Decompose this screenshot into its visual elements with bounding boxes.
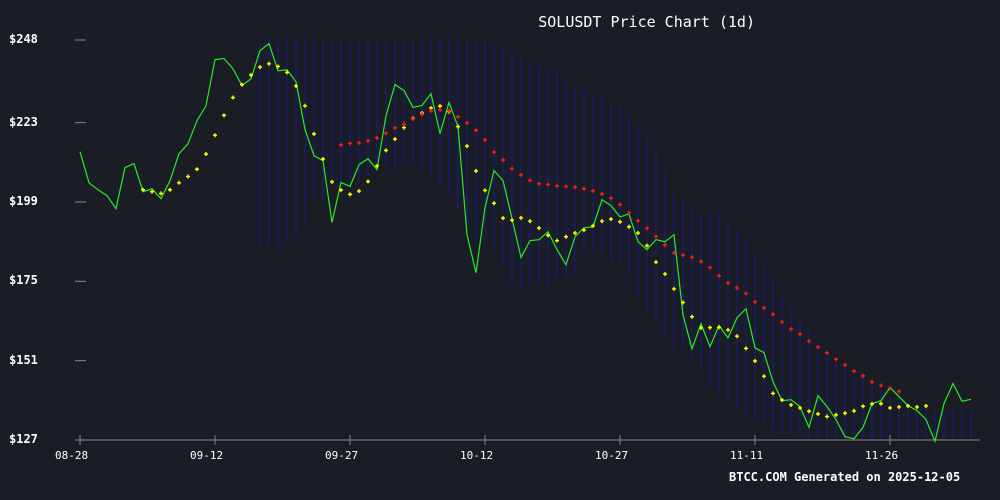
x-tick-label: 11-11 <box>730 449 764 462</box>
short-ma-markers <box>141 61 928 419</box>
chart-axes <box>75 39 980 445</box>
chart-title: SOLUSDT Price Chart (1d) <box>538 13 755 31</box>
x-tick-label: 09-27 <box>325 449 359 462</box>
generated-footer: BTCC.COM Generated on 2025-12-05 <box>729 470 961 484</box>
x-tick-label: 08-28 <box>55 449 89 462</box>
y-tick-label: $127 <box>9 432 38 446</box>
y-tick-label: $175 <box>9 273 38 288</box>
y-tick-label: $223 <box>9 114 38 129</box>
long-ma-markers <box>339 107 901 394</box>
x-tick-label: 10-27 <box>595 449 629 462</box>
price-line <box>79 42 972 444</box>
y-tick-label: $151 <box>9 352 38 367</box>
y-tick-label: $199 <box>9 193 38 208</box>
x-tick-label: 11-26 <box>865 449 899 462</box>
x-tick-label: 10-12 <box>460 449 494 462</box>
x-tick-label: 09-12 <box>190 449 224 462</box>
y-tick-label: $248 <box>9 32 38 46</box>
bollinger-bands <box>259 40 972 440</box>
